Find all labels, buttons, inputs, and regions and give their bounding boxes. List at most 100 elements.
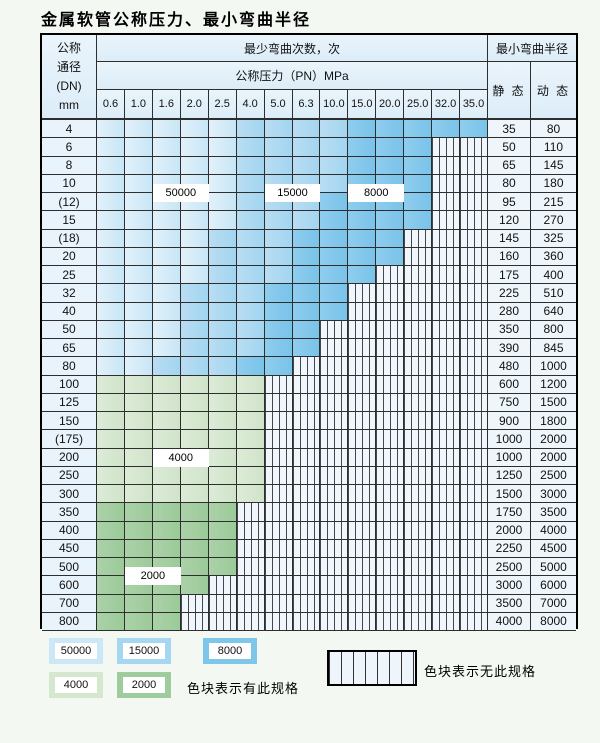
spec-cell-4000: [152, 375, 181, 394]
spec-cell-15000: [292, 138, 321, 157]
spec-cell-2000: [208, 539, 237, 558]
no-spec-cell: [460, 193, 488, 212]
no-spec-cell: [376, 357, 405, 376]
header-pressure-value: 10.0: [320, 90, 349, 120]
no-spec-cell: [432, 211, 461, 230]
no-spec-cell: [348, 393, 377, 412]
spec-cell-8000: [348, 138, 377, 157]
spec-cell-15000: [236, 284, 265, 303]
spec-cell-15000: [180, 284, 209, 303]
static-radius-cell: 1000: [488, 448, 531, 467]
dynamic-radius-cell: 270: [531, 211, 576, 230]
spec-cell-50000: [180, 120, 209, 139]
legend-swatch-label: 8000: [209, 643, 251, 659]
spec-cell-50000: [124, 193, 153, 212]
static-radius-cell: 50: [488, 138, 531, 157]
no-spec-cell: [404, 448, 433, 467]
spec-cell-2000: [152, 612, 181, 631]
no-spec-cell: [348, 430, 377, 449]
dn-header-line: 通径: [56, 59, 81, 74]
no-spec-cell: [432, 138, 461, 157]
spec-cell-50000: [97, 211, 125, 230]
no-spec-cell: [320, 503, 349, 522]
no-spec-cell: [348, 375, 377, 394]
no-spec-cell: [432, 594, 461, 613]
header-pressure-value: 25.0: [404, 90, 433, 120]
spec-cell-50000: [152, 156, 181, 175]
spec-cell-8000: [264, 339, 293, 358]
no-spec-cell: [460, 612, 488, 631]
no-spec-cell: [264, 485, 293, 504]
spec-cell-15000: [292, 120, 321, 139]
no-spec-cell: [236, 521, 265, 540]
static-radius-cell: 2500: [488, 558, 531, 577]
header-pressure-value: 4.0: [236, 90, 265, 120]
spec-cell-2000: [97, 503, 125, 522]
legend-swatch-label: 50000: [55, 643, 97, 659]
spec-cell-2000: [152, 539, 181, 558]
spec-cell-15000: [320, 174, 349, 193]
no-spec-cell: [404, 412, 433, 431]
spec-cell-50000: [124, 229, 153, 248]
spec-cell-4000: [236, 375, 265, 394]
no-spec-cell: [348, 357, 377, 376]
spec-cell-4000: [208, 448, 237, 467]
dynamic-radius-cell: 2500: [531, 466, 576, 485]
no-spec-cell: [376, 266, 405, 285]
no-spec-cell: [376, 612, 405, 631]
spec-cell-2000: [152, 503, 181, 522]
no-spec-cell: [432, 576, 461, 595]
no-spec-cell: [432, 485, 461, 504]
spec-cell-50000: [208, 120, 237, 139]
dn-cell: 450: [42, 539, 97, 558]
no-spec-cell: [460, 485, 488, 504]
spec-cell-4000: [152, 393, 181, 412]
no-spec-cell: [348, 466, 377, 485]
no-spec-cell: [264, 393, 293, 412]
no-spec-cell: [348, 339, 377, 358]
spec-cell-50000: [152, 339, 181, 358]
spec-cell-50000: [152, 302, 181, 321]
no-spec-cell: [376, 302, 405, 321]
spec-cell-15000: [236, 211, 265, 230]
no-spec-cell: [460, 594, 488, 613]
no-spec-cell: [404, 339, 433, 358]
cycle-count-label: 4000: [152, 448, 209, 467]
spec-cell-2000: [124, 612, 153, 631]
no-spec-cell: [264, 539, 293, 558]
no-spec-cell: [236, 558, 265, 577]
spec-cell-50000: [97, 266, 125, 285]
legend-swatch-4000: 4000: [49, 672, 103, 698]
no-spec-cell: [376, 558, 405, 577]
spec-cell-2000: [180, 521, 209, 540]
spec-cell-15000: [236, 120, 265, 139]
spec-cell-15000: [208, 302, 237, 321]
spec-cell-8000: [320, 193, 349, 212]
spec-cell-8000: [460, 120, 488, 139]
spec-cell-15000: [208, 266, 237, 285]
no-spec-cell: [432, 430, 461, 449]
no-spec-cell: [432, 375, 461, 394]
no-spec-cell: [432, 448, 461, 467]
dynamic-radius-cell: 110: [531, 138, 576, 157]
static-radius-cell: 225: [488, 284, 531, 303]
no-spec-cell: [320, 375, 349, 394]
spec-cell-50000: [97, 284, 125, 303]
spec-cell-4000: [180, 430, 209, 449]
spec-cell-2000: [97, 576, 125, 595]
no-spec-cell: [460, 375, 488, 394]
spec-cell-8000: [320, 211, 349, 230]
no-spec-cell: [376, 466, 405, 485]
static-radius-cell: 65: [488, 156, 531, 175]
spec-cell-4000: [180, 375, 209, 394]
spec-cell-8000: [320, 284, 349, 303]
spec-cell-8000: [320, 247, 349, 266]
no-spec-cell: [432, 503, 461, 522]
spec-cell-4000: [236, 485, 265, 504]
no-spec-cell: [376, 375, 405, 394]
no-spec-cell: [376, 320, 405, 339]
spec-cell-8000: [404, 174, 433, 193]
no-spec-cell: [292, 448, 321, 467]
no-spec-cell: [432, 539, 461, 558]
no-spec-cell: [264, 576, 293, 595]
